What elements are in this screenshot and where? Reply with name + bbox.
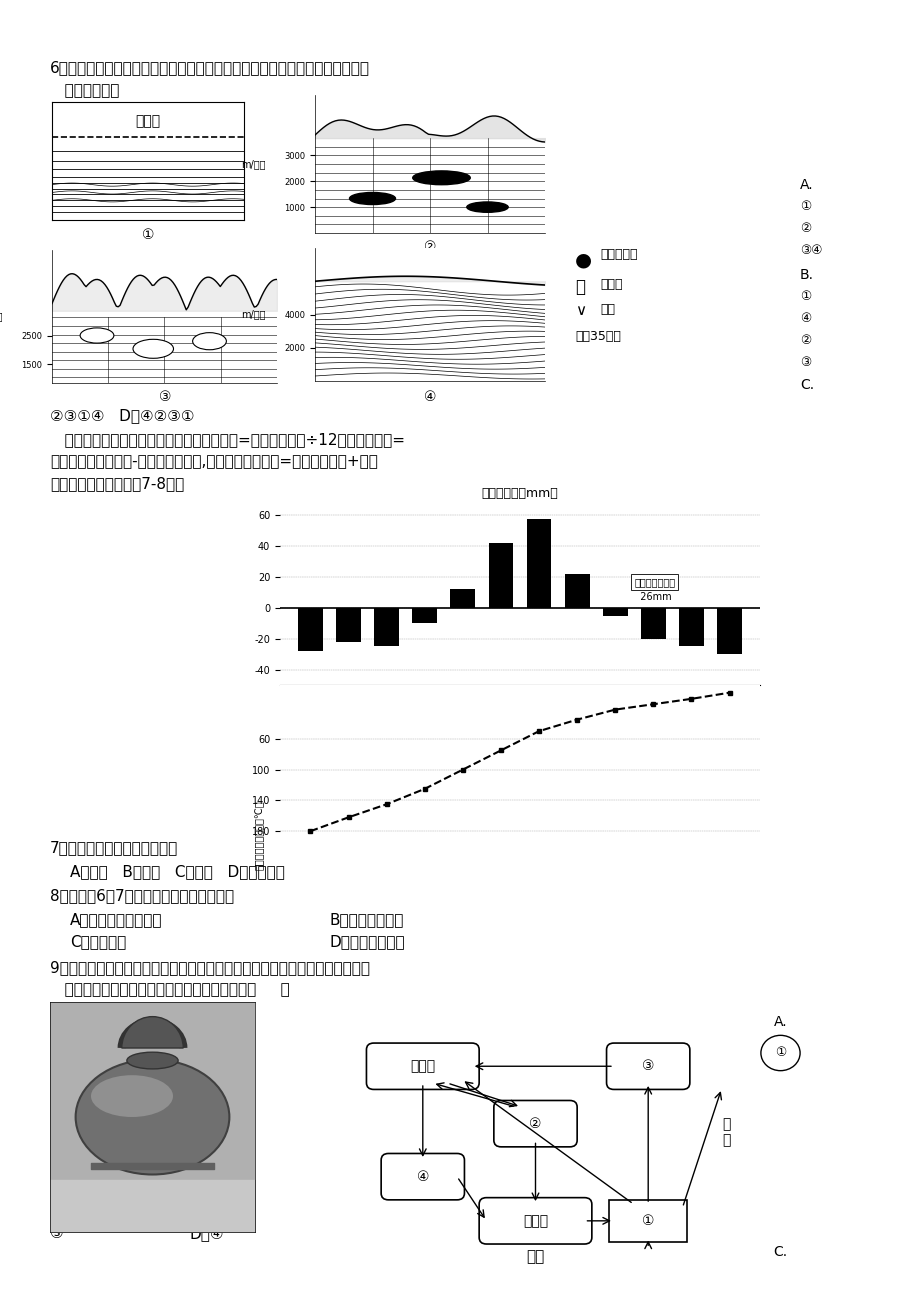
Text: 9．冰壶是深受加拿大人喜爱的一项运动。冰壶为圆壶状，由一种苏格兰天然花: 9．冰壶是深受加拿大人喜爱的一项运动。冰壶为圆壶状，由一种苏格兰天然花 — [50, 960, 369, 975]
Text: ③: ③ — [50, 1226, 63, 1241]
Text: ④: ④ — [424, 391, 436, 404]
Text: 𝒴: 𝒴 — [574, 279, 584, 296]
Text: 26mm: 26mm — [633, 592, 671, 603]
Title: 月降水距平（mm）: 月降水距平（mm） — [482, 487, 558, 500]
Text: ①: ① — [641, 1213, 653, 1228]
Ellipse shape — [349, 193, 395, 204]
Bar — [602, 608, 627, 616]
Text: A.: A. — [800, 178, 812, 191]
Bar — [450, 590, 475, 608]
Text: 平均气温累计），完成7-8题。: 平均气温累计），完成7-8题。 — [50, 477, 184, 491]
Bar — [526, 518, 550, 608]
Ellipse shape — [91, 1075, 173, 1117]
Bar — [488, 543, 513, 608]
Text: ①: ① — [800, 290, 811, 303]
Circle shape — [760, 1035, 800, 1070]
Y-axis label: m/海拔: m/海拔 — [241, 310, 266, 319]
Text: 海平面: 海平面 — [135, 115, 161, 129]
Bar — [412, 608, 437, 624]
Y-axis label: m/海拔: m/海拔 — [0, 311, 3, 322]
Ellipse shape — [413, 171, 470, 185]
Text: ②: ② — [424, 240, 436, 254]
Text: 溶洞、暗河: 溶洞、暗河 — [599, 247, 637, 260]
Text: 各月平均气温累计（℃）: 各月平均气温累计（℃） — [255, 799, 265, 870]
Wedge shape — [121, 1017, 183, 1048]
Text: 变质岩: 变质岩 — [522, 1213, 548, 1228]
Text: 漏斗: 漏斗 — [599, 303, 614, 316]
Text: 8、该地区6、7月降水距平较大是因为受到: 8、该地区6、7月降水距平较大是因为受到 — [50, 888, 233, 904]
Text: A．江淮准静止锋影响: A．江淮准静止锋影响 — [70, 911, 163, 927]
FancyBboxPatch shape — [606, 1043, 689, 1090]
Text: ●: ● — [574, 250, 591, 270]
Text: A.: A. — [773, 1016, 787, 1029]
Text: 喷
出: 喷 出 — [721, 1117, 730, 1147]
Ellipse shape — [80, 328, 114, 344]
Bar — [335, 608, 360, 642]
Text: 钟乳石: 钟乳石 — [599, 279, 622, 292]
FancyBboxPatch shape — [608, 1200, 686, 1242]
Bar — [678, 608, 703, 647]
Text: C.: C. — [800, 378, 813, 392]
Text: ④: ④ — [416, 1169, 428, 1184]
Text: ∨: ∨ — [574, 303, 585, 318]
Text: ②: ② — [528, 1117, 541, 1130]
Bar — [298, 608, 323, 651]
Text: ③: ③ — [800, 355, 811, 368]
Text: ①: ① — [800, 201, 811, 214]
FancyBboxPatch shape — [380, 1154, 464, 1200]
Ellipse shape — [75, 1060, 229, 1174]
Text: （第35题）: （第35题） — [574, 329, 620, 342]
Text: 7、位于该地区的城市最可能是: 7、位于该地区的城市最可能是 — [50, 840, 178, 855]
Y-axis label: m/海拔: m/海拔 — [241, 159, 266, 169]
Text: ③: ③ — [159, 391, 171, 404]
Text: ④: ④ — [800, 312, 811, 326]
Text: 沉积物: 沉积物 — [410, 1060, 435, 1073]
Text: 岗岩制成。制作冰壶的材料可能来自下图中的（     ）: 岗岩制成。制作冰壶的材料可能来自下图中的（ ） — [50, 982, 289, 997]
Ellipse shape — [192, 332, 226, 350]
FancyBboxPatch shape — [494, 1100, 576, 1147]
Text: B．盛行西风影响: B．盛行西风影响 — [330, 911, 404, 927]
Text: 该月多年平均降水量-平均每月降水量,本月平均气温累计=本月平均气温+上月: 该月多年平均降水量-平均每月降水量,本月平均气温累计=本月平均气温+上月 — [50, 454, 378, 469]
Text: 6．下图为云贵高原形成与发育过程示意图，依图判断，云贵高原形成发育过程: 6．下图为云贵高原形成与发育过程示意图，依图判断，云贵高原形成发育过程 — [50, 60, 369, 76]
Text: A．孟买   B．上海   C．悉尼   D．圣地亚哥: A．孟买 B．上海 C．悉尼 D．圣地亚哥 — [70, 865, 285, 879]
Ellipse shape — [127, 1052, 178, 1069]
Text: B.: B. — [800, 268, 813, 283]
Bar — [564, 574, 589, 608]
Text: 的先后排序是: 的先后排序是 — [50, 83, 119, 98]
Bar — [374, 608, 399, 647]
Ellipse shape — [133, 340, 174, 358]
FancyBboxPatch shape — [366, 1043, 479, 1090]
Text: D．④: D．④ — [190, 1226, 224, 1241]
Bar — [641, 608, 665, 639]
Text: D．西南季风影响: D．西南季风影响 — [330, 934, 405, 949]
Ellipse shape — [466, 202, 507, 212]
Text: C.: C. — [773, 1245, 787, 1259]
Text: ②: ② — [800, 335, 811, 348]
Text: 读世界某地区气候资料图（平均每月降水量=年平均降水量÷12，月降水距平=: 读世界某地区气候资料图（平均每月降水量=年平均降水量÷12，月降水距平= — [50, 432, 404, 447]
Text: C．暖流影响: C．暖流影响 — [70, 934, 126, 949]
Text: ③④: ③④ — [800, 243, 822, 256]
Text: ①: ① — [142, 228, 154, 242]
Text: B．②: B．② — [50, 1200, 83, 1215]
Text: ①: ① — [774, 1047, 785, 1060]
Text: ③: ③ — [641, 1060, 653, 1073]
Text: ②③①④   D．④②③①: ②③①④ D．④②③① — [50, 408, 194, 423]
Text: 地幔: 地幔 — [526, 1249, 544, 1264]
Bar — [717, 608, 741, 654]
FancyBboxPatch shape — [479, 1198, 591, 1243]
Text: 平均每月降水量: 平均每月降水量 — [633, 577, 675, 587]
Text: ②: ② — [800, 223, 811, 234]
